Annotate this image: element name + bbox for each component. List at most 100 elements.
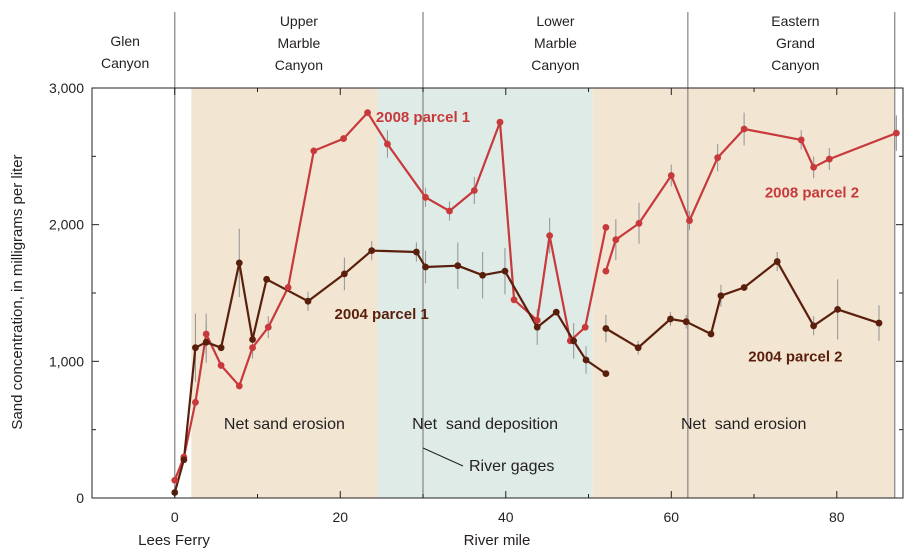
- data-point: [264, 323, 272, 331]
- data-point: [249, 344, 256, 352]
- data-point: [341, 270, 348, 278]
- reach-name-line: Canyon: [771, 57, 819, 73]
- data-point: [686, 217, 693, 224]
- data-point: [235, 259, 243, 267]
- data-point: [413, 248, 420, 256]
- data-point: [740, 284, 748, 291]
- data-point: [510, 296, 518, 304]
- reach-name-2: Lower Marble Canyon: [531, 13, 579, 73]
- y-tick-label: 2,000: [49, 217, 84, 233]
- reach-name-1: Upper Marble Canyon: [275, 13, 323, 73]
- region-bands: [191, 88, 895, 498]
- region-band-1: [377, 88, 593, 498]
- reach-name-line: Lower: [536, 13, 574, 29]
- data-point: [773, 258, 781, 265]
- data-point: [602, 224, 610, 231]
- data-point: [533, 316, 541, 324]
- data-point: [496, 118, 504, 126]
- reach-name-line: Canyon: [275, 57, 323, 73]
- data-point: [825, 155, 833, 163]
- data-point: [304, 297, 312, 305]
- x-axis-title: River mile: [464, 532, 531, 549]
- river-gages-label: River gages: [469, 458, 554, 475]
- lees-ferry-label: Lees Ferry: [138, 532, 210, 549]
- reach-name-line: Eastern: [771, 13, 819, 29]
- data-point: [834, 306, 842, 313]
- data-point: [340, 135, 347, 142]
- data-point: [202, 330, 210, 338]
- data-point: [192, 398, 199, 406]
- data-point: [235, 382, 243, 390]
- data-point: [310, 147, 318, 155]
- data-point: [422, 263, 429, 271]
- data-point: [546, 232, 554, 240]
- reach-name-line: Canyon: [531, 57, 579, 73]
- data-point: [249, 336, 256, 343]
- series-label-2: 2004 parcel 1: [335, 306, 429, 323]
- data-point: [368, 247, 376, 255]
- data-point: [602, 325, 610, 332]
- data-point: [470, 187, 478, 194]
- x-tick-label: 80: [829, 509, 845, 525]
- reach-name-line: Canyon: [101, 55, 149, 71]
- series-label-3: 2004 parcel 2: [748, 348, 842, 365]
- reach-name-3: Eastern Grand Canyon: [771, 13, 819, 73]
- river-gages-pointer: [422, 447, 464, 467]
- data-point: [454, 262, 462, 270]
- reach-name-0: Glen Canyon: [101, 33, 149, 71]
- data-point: [682, 318, 690, 326]
- data-point: [667, 315, 674, 323]
- data-point: [384, 140, 391, 148]
- x-tick-label: 60: [663, 509, 679, 525]
- data-point: [634, 344, 642, 352]
- data-point: [612, 236, 620, 244]
- data-point: [717, 292, 725, 300]
- data-point: [602, 267, 610, 275]
- data-point: [875, 319, 883, 327]
- region-label-1: Net sand deposition: [412, 416, 558, 433]
- data-point: [446, 207, 453, 215]
- data-point: [284, 284, 292, 291]
- data-point: [552, 308, 560, 316]
- data-point: [570, 337, 578, 345]
- x-tick-label: 20: [332, 509, 348, 525]
- reach-name-line: Glen: [110, 33, 140, 49]
- x-tick-label: 40: [498, 509, 514, 525]
- data-point: [501, 267, 509, 275]
- data-point: [581, 323, 589, 331]
- y-axis-title: Sand concentration, in milligrams per li…: [9, 154, 26, 429]
- plot-frame: [91, 87, 904, 499]
- region-band-2: [592, 88, 895, 498]
- series-label-0: 2008 parcel 1: [376, 109, 470, 126]
- data-point: [714, 154, 722, 162]
- data-point: [263, 275, 271, 283]
- data-point: [217, 362, 225, 369]
- data-point: [202, 338, 210, 346]
- region-label-0: Net sand erosion: [224, 416, 345, 433]
- data-point: [635, 219, 643, 227]
- data-point: [602, 370, 610, 378]
- region-label-2: Net sand erosion: [681, 416, 806, 433]
- y-tick-label: 1,000: [49, 353, 84, 369]
- chart-labels: Net sand erosion Net sand deposition Net s…: [49, 13, 859, 525]
- data-point: [171, 476, 179, 484]
- data-point: [479, 271, 487, 279]
- data-point: [707, 330, 715, 338]
- reach-name-line: Upper: [280, 13, 318, 29]
- y-tick-label: 0: [76, 490, 84, 506]
- data-point: [422, 193, 429, 201]
- reach-name-line: Grand: [776, 35, 815, 51]
- data-point: [217, 344, 225, 352]
- data-point: [667, 172, 675, 179]
- data-point: [810, 163, 818, 171]
- series-points: [171, 109, 900, 496]
- data-point: [892, 129, 900, 137]
- data-point: [192, 344, 199, 352]
- data-point: [533, 323, 541, 331]
- series-label-1: 2008 parcel 2: [765, 184, 859, 201]
- data-point: [797, 136, 805, 144]
- reach-name-line: Marble: [534, 35, 577, 51]
- y-tick-label: 3,000: [49, 80, 84, 96]
- data-point: [810, 322, 818, 330]
